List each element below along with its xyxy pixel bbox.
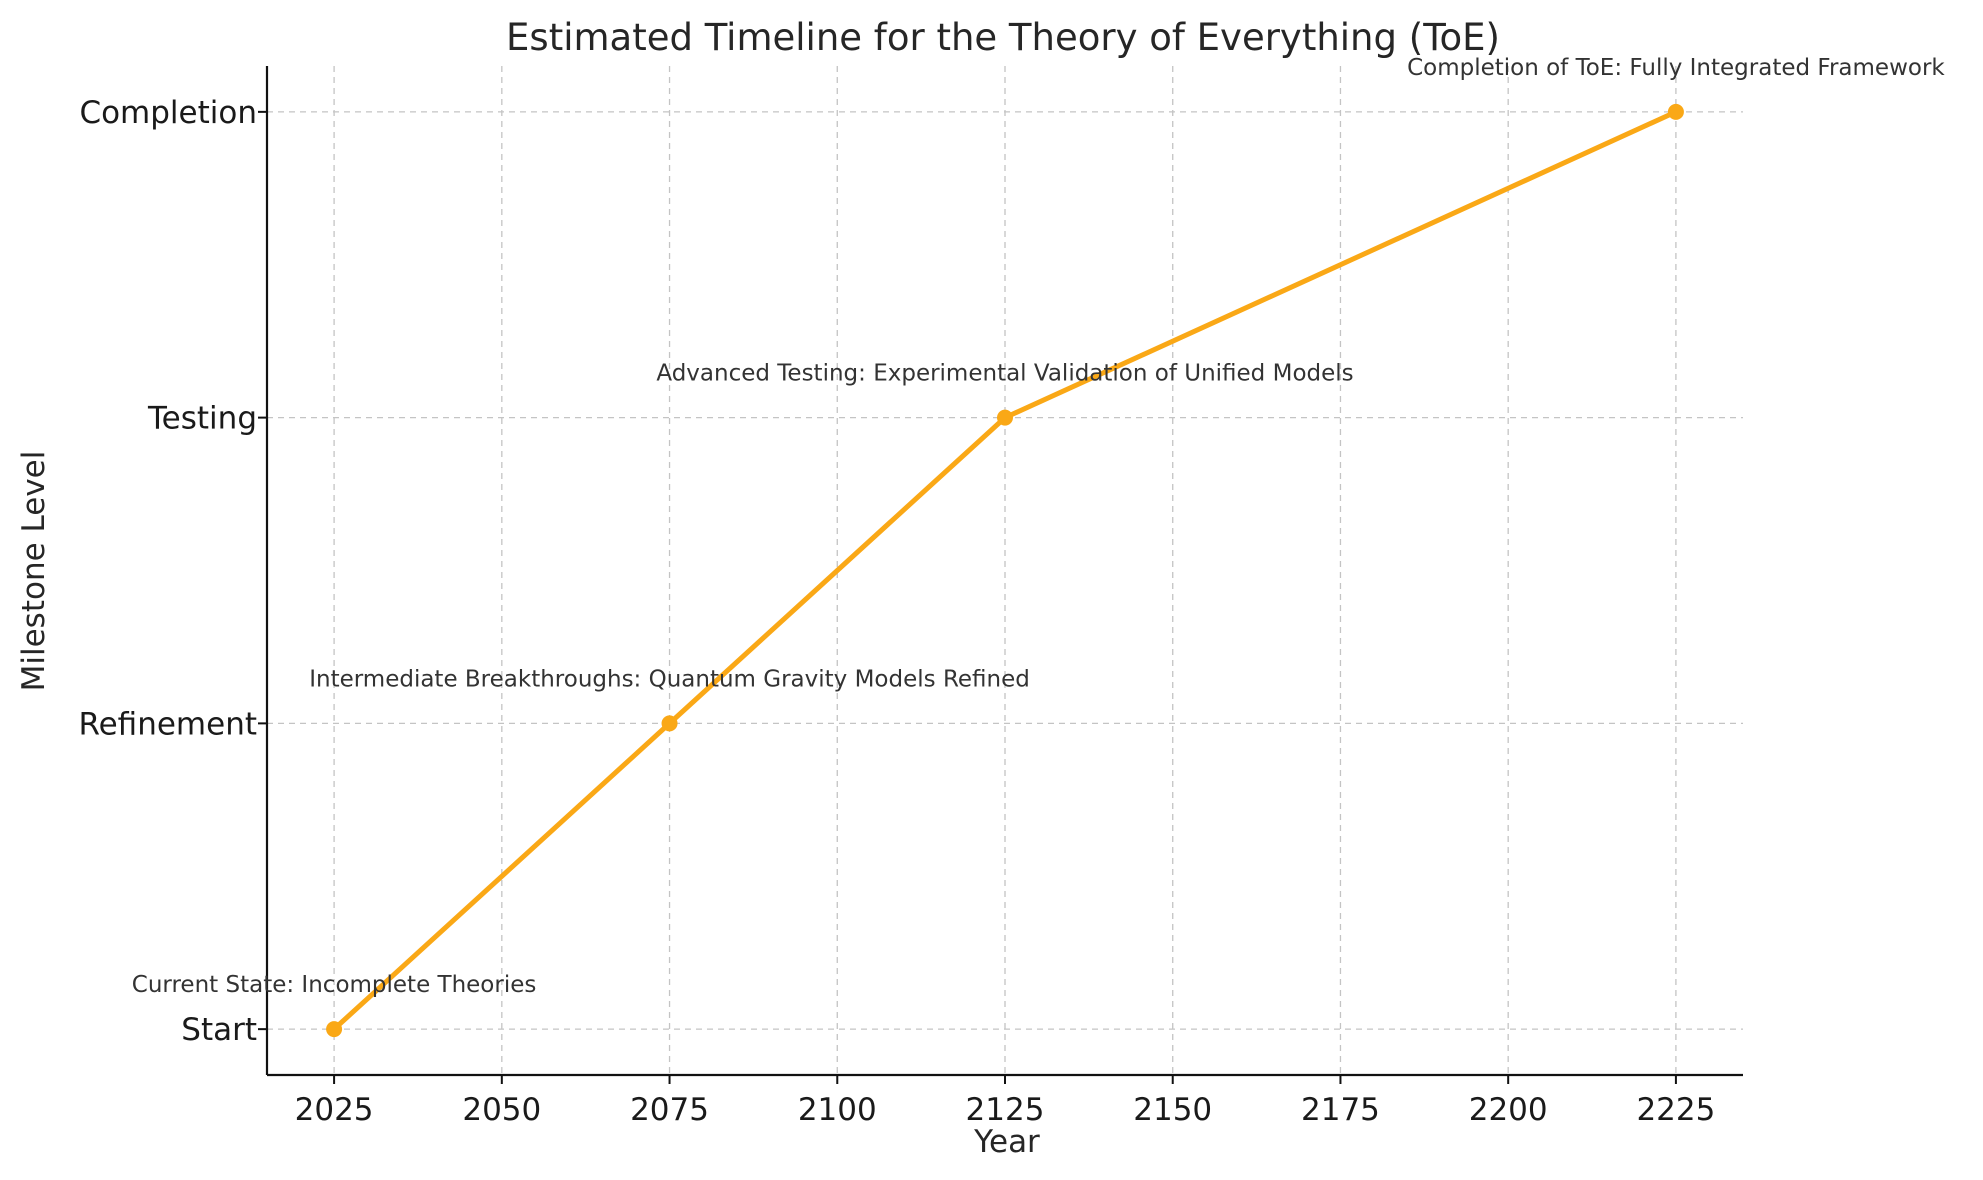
y-tick-label: Completion bbox=[79, 95, 257, 131]
series bbox=[326, 103, 1684, 1038]
x-tick-label: 2025 bbox=[295, 1092, 374, 1128]
data-point bbox=[997, 409, 1013, 426]
axes: 2025 2050 2075 2100 2125 2150 2175 2200 2225 Star… bbox=[78, 66, 1743, 1128]
data-point bbox=[661, 715, 678, 732]
chart-title: Estimated Timeline for the Theory of Eve… bbox=[506, 16, 1500, 59]
y-tick-label: Refinement bbox=[78, 706, 257, 742]
annotations: Current State: Incomplete Theories Interm… bbox=[132, 55, 1946, 998]
x-tick-label: 2225 bbox=[1636, 1092, 1715, 1128]
data-point bbox=[1667, 103, 1684, 120]
x-tick-label: 2175 bbox=[1301, 1092, 1380, 1128]
x-tick-label: 2100 bbox=[798, 1092, 877, 1128]
y-tick-label: Testing bbox=[147, 401, 257, 437]
x-tick-label: 2050 bbox=[462, 1092, 541, 1128]
grid bbox=[267, 66, 1743, 1075]
x-tick-label: 2075 bbox=[630, 1092, 709, 1128]
annotation-label: Intermediate Breakthroughs: Quantum Grav… bbox=[309, 666, 1030, 692]
y-tick-label: Start bbox=[181, 1012, 257, 1048]
series-line bbox=[331, 109, 1679, 1032]
x-tick-label: 2150 bbox=[1133, 1092, 1212, 1128]
annotation-label: Completion of ToE: Fully Integrated Fram… bbox=[1407, 55, 1945, 81]
x-axis-label: Year bbox=[973, 1124, 1040, 1160]
annotation-label: Current State: Incomplete Theories bbox=[132, 972, 537, 998]
annotation-label: Advanced Testing: Experimental Validatio… bbox=[656, 361, 1353, 387]
y-axis-label: Milestone Level bbox=[16, 451, 52, 692]
data-point bbox=[326, 1021, 343, 1038]
x-tick-label: 2125 bbox=[966, 1092, 1045, 1128]
x-tick-label: 2200 bbox=[1469, 1092, 1548, 1128]
